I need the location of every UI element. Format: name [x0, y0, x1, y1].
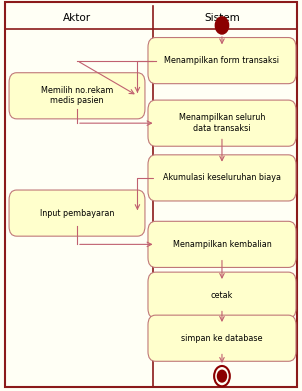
FancyBboxPatch shape — [148, 155, 296, 201]
FancyBboxPatch shape — [148, 272, 296, 318]
Text: Memilih no.rekam
medis pasien: Memilih no.rekam medis pasien — [41, 86, 113, 106]
Text: cetak: cetak — [211, 291, 233, 300]
FancyBboxPatch shape — [9, 190, 145, 236]
Text: Input pembayaran: Input pembayaran — [40, 208, 114, 218]
Text: simpan ke database: simpan ke database — [181, 334, 263, 343]
Text: Sistem: Sistem — [204, 13, 240, 23]
FancyBboxPatch shape — [9, 73, 145, 119]
FancyBboxPatch shape — [5, 2, 297, 387]
FancyBboxPatch shape — [148, 100, 296, 146]
Text: Menampilkan kembalian: Menampilkan kembalian — [173, 240, 271, 249]
FancyBboxPatch shape — [148, 221, 296, 267]
Text: Menampilkan form transaksi: Menampilkan form transaksi — [165, 56, 279, 65]
FancyBboxPatch shape — [148, 315, 296, 361]
Text: Akumulasi keseluruhan biaya: Akumulasi keseluruhan biaya — [163, 173, 281, 183]
FancyBboxPatch shape — [148, 38, 296, 84]
Circle shape — [215, 17, 229, 34]
Circle shape — [217, 370, 226, 382]
Text: Menampilkan seluruh
data transaksi: Menampilkan seluruh data transaksi — [179, 113, 265, 133]
Text: Aktor: Aktor — [63, 13, 91, 23]
